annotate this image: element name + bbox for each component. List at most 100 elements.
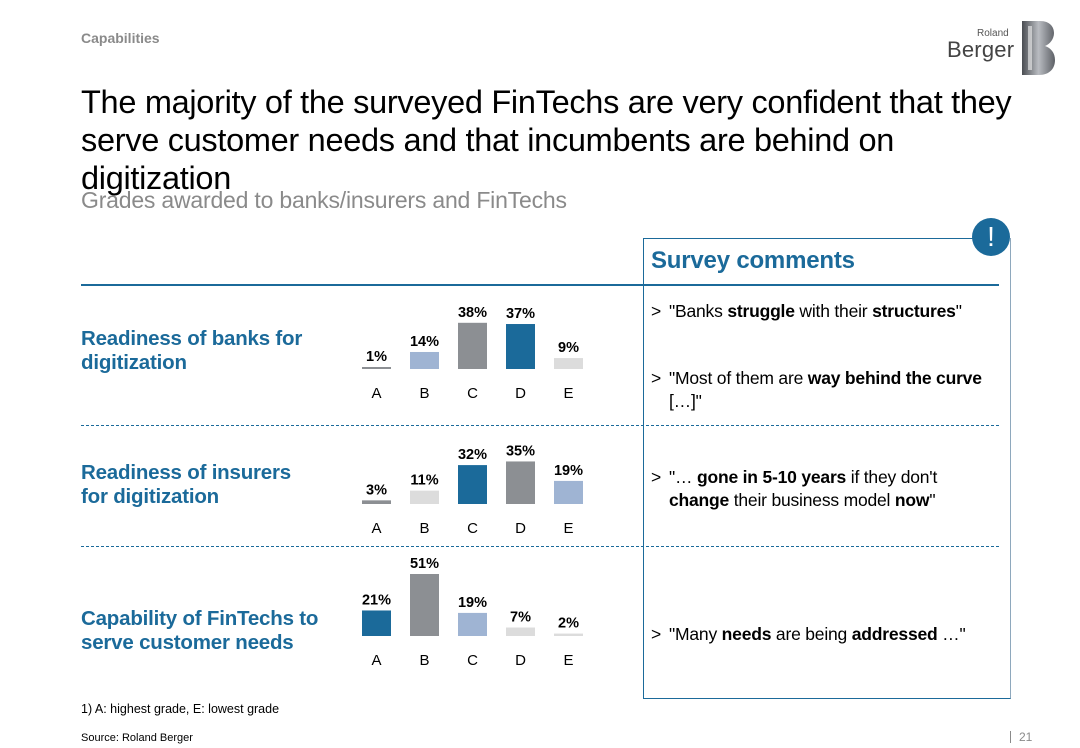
logo-b-icon	[1022, 21, 1055, 75]
footnote: 1) A: highest grade, E: lowest grade	[81, 702, 280, 716]
data-label: 19%	[458, 595, 487, 611]
section-tag: Capabilities	[81, 30, 160, 46]
bar-d	[506, 324, 535, 369]
category-tick-label: B	[419, 520, 429, 537]
row-label-line: Capability of FinTechs to	[81, 607, 319, 630]
category-tick-label: E	[563, 520, 573, 537]
source-note: Source: Roland Berger	[81, 732, 193, 744]
category-tick-label: E	[563, 652, 573, 669]
comment-text: "Many needs are being addressed …"	[669, 623, 989, 646]
data-label: 19%	[554, 463, 583, 479]
header-rule	[81, 284, 999, 286]
bar-d	[506, 627, 535, 636]
comment-fragment: are being	[771, 624, 852, 644]
data-label: 9%	[558, 340, 579, 356]
logo-text-berger: Berger	[947, 37, 1015, 62]
grades-chart-insurers: 3% A 11% B 32% C 35% D 19% E	[350, 425, 610, 555]
logo-text-roland: Roland	[977, 28, 1009, 39]
bar-e	[554, 633, 583, 636]
bar-c	[458, 322, 487, 369]
comment-emphasis: needs	[721, 624, 772, 644]
survey-comment: > "… gone in 5-10 years if they don't cha…	[651, 466, 996, 512]
bar-d	[506, 461, 535, 504]
bar-a	[362, 367, 391, 369]
bar-a	[362, 500, 391, 504]
data-label: 14%	[410, 334, 439, 350]
roland-berger-logo: Roland Berger	[947, 20, 1057, 78]
page-title-line-1: The majority of the surveyed FinTechs ar…	[81, 84, 1012, 120]
comment-fragment: […]"	[669, 391, 702, 411]
category-tick-label: E	[563, 385, 573, 402]
comment-fragment: "	[929, 490, 936, 510]
category-tick-label: D	[515, 520, 526, 537]
row-label-line: Readiness of insurers	[81, 461, 291, 484]
comment-marker: >	[651, 467, 662, 487]
comment-emphasis: struggle	[727, 301, 795, 321]
comment-marker: >	[651, 301, 662, 321]
comment-emphasis: change	[669, 490, 730, 510]
row-label-banks: Readiness of banks for digitization	[81, 327, 302, 375]
survey-comment: > "Many needs are being addressed …"	[651, 623, 996, 646]
comment-text: "Banks struggle with their structures"	[669, 300, 989, 323]
bar-c	[458, 465, 487, 504]
category-tick-label: A	[371, 520, 381, 537]
category-tick-label: D	[515, 652, 526, 669]
data-label: 37%	[506, 306, 535, 322]
exclamation-icon: !	[972, 218, 1010, 256]
data-label: 21%	[362, 592, 391, 608]
comment-fragment: their business model	[729, 490, 895, 510]
category-tick-label: B	[419, 385, 429, 402]
page-number-value: 21	[1019, 730, 1033, 744]
survey-comment: > "Most of them are way behind the curve …	[651, 367, 996, 413]
comment-emphasis: structures	[872, 301, 956, 321]
comment-marker: >	[651, 368, 662, 388]
bar-e	[554, 480, 583, 504]
bar-b	[410, 351, 439, 369]
chart-svg: 3% A 11% B 32% C 35% D 19% E	[362, 443, 583, 537]
page-title-line-2: serve customer needs and that incumbents…	[81, 122, 895, 196]
bar-b	[410, 490, 439, 504]
data-label: 1%	[366, 349, 387, 365]
category-tick-label: D	[515, 385, 526, 402]
row-label-insurers: Readiness of insurers for digitization	[81, 461, 291, 509]
comment-emphasis: way behind the curve	[807, 368, 982, 388]
comment-text: "Most of them are way behind the curve […	[669, 367, 989, 413]
data-label: 7%	[510, 609, 531, 625]
category-tick-label: C	[467, 652, 478, 669]
chart-svg: 21% A 51% B 19% C 7% D 2% E	[362, 556, 583, 669]
comment-fragment: "Banks	[669, 301, 728, 321]
page-number-divider	[1010, 731, 1011, 743]
data-label: 11%	[410, 473, 438, 489]
chart-svg: 1% A 14% B 38% C 37% D 9% E	[362, 305, 583, 402]
grades-chart-fintechs: 21% A 51% B 19% C 7% D 2% E	[350, 556, 610, 687]
comments-panel	[643, 238, 1011, 699]
page-number: 21	[1010, 730, 1032, 744]
data-label: 51%	[410, 556, 439, 572]
category-tick-label: A	[371, 385, 381, 402]
data-label: 2%	[558, 616, 579, 632]
comment-emphasis: gone in 5-10 years	[696, 467, 847, 487]
data-label: 38%	[458, 305, 487, 321]
category-tick-label: C	[467, 520, 478, 537]
bar-a	[362, 610, 391, 636]
comment-fragment: "Many	[669, 624, 722, 644]
row-divider-2	[81, 546, 999, 547]
page-subtitle: Grades awarded to banks/insurers and Fin…	[81, 187, 567, 213]
comment-fragment: if they don't	[846, 467, 938, 487]
comment-text: "… gone in 5-10 years if they don't chan…	[669, 466, 989, 512]
bar-e	[554, 358, 583, 369]
row-label-fintechs: Capability of FinTechs to serve customer…	[81, 607, 318, 655]
comment-emphasis: addressed	[851, 624, 938, 644]
row-label-line: digitization	[81, 351, 187, 374]
comment-fragment: "…	[669, 467, 697, 487]
comment-emphasis: now	[894, 490, 930, 510]
comment-fragment: …"	[937, 624, 966, 644]
page-title: The majority of the surveyed FinTechs ar…	[81, 83, 1041, 197]
bar-b	[410, 574, 439, 636]
category-tick-label: C	[467, 385, 478, 402]
grades-chart-banks: 1% A 14% B 38% C 37% D 9% E	[350, 290, 610, 420]
row-label-line: serve customer needs	[81, 631, 294, 654]
category-tick-label: A	[371, 652, 381, 669]
row-label-line: for digitization	[81, 485, 219, 508]
row-label-line: Readiness of banks for	[81, 327, 303, 350]
